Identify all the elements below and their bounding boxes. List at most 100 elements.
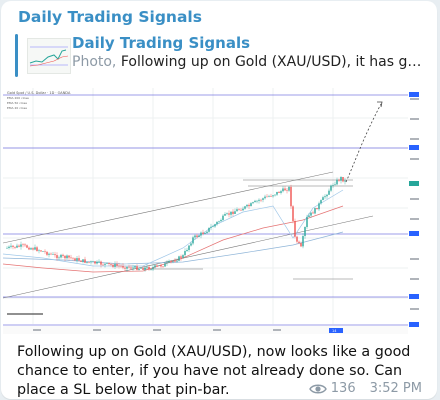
candle-body: [306, 216, 308, 227]
reply-accent-bar: [15, 34, 18, 77]
time-axis-marker: [329, 328, 343, 333]
candle-body: [144, 267, 146, 270]
candle-body: [8, 246, 10, 248]
candle-body: [148, 266, 150, 270]
candle-body: [330, 185, 332, 191]
candle-body: [344, 180, 346, 182]
candle-body: [250, 203, 252, 207]
candle-body: [120, 265, 122, 267]
candle-body: [230, 211, 232, 215]
candle-body: [170, 261, 172, 262]
candle-body: [328, 190, 330, 195]
candle-body: [182, 255, 184, 258]
candle-body: [238, 209, 240, 210]
candle-body: [162, 266, 164, 268]
reply-preview[interactable]: Daily Trading Signals Photo, Following u…: [15, 34, 427, 77]
candle-body: [88, 261, 90, 263]
candle-body: [48, 253, 50, 255]
candle-body: [246, 204, 248, 207]
candle-body: [56, 255, 58, 259]
candle-body: [160, 265, 162, 267]
candle-body: [166, 262, 168, 264]
candle-body: [72, 257, 74, 259]
candle-body: [6, 247, 8, 249]
projection-arrow: [345, 103, 382, 183]
reply-kind: Photo,: [72, 54, 121, 70]
candle-body: [288, 186, 290, 191]
candle-body: [28, 247, 30, 250]
candle-body: [82, 259, 84, 262]
candle-body: [316, 208, 318, 210]
candle-body: [66, 255, 68, 259]
candle-body: [304, 226, 306, 237]
ema-200-line: [3, 231, 344, 265]
candle-body: [192, 237, 194, 244]
candle-body: [224, 214, 226, 216]
chart-header-line2: EMA 200 close: [7, 96, 29, 100]
candle-body: [234, 211, 236, 214]
candle-body: [340, 176, 342, 181]
candle-body: [280, 191, 282, 193]
candle-body: [32, 248, 34, 250]
chart-image[interactable]: Gold Spot / U.S. Dollar · 1D · OANDA EMA…: [3, 88, 420, 334]
candle-body: [296, 236, 298, 242]
candle-body: [292, 206, 294, 221]
candle-body: [178, 256, 180, 261]
reply-thumbnail: [27, 38, 71, 74]
candlesticks: [6, 176, 346, 272]
candle-body: [264, 196, 266, 199]
view-count: 136: [330, 381, 356, 396]
candle-body: [74, 258, 76, 261]
candle-body: [40, 250, 42, 252]
candle-body: [92, 261, 94, 262]
candle-body: [294, 220, 296, 237]
message-text: Following up on Gold (XAU/USD), now look…: [17, 344, 411, 398]
price-tag-mid: [409, 231, 419, 236]
horizontal-levels: [3, 94, 408, 326]
candle-body: [44, 251, 46, 252]
ema-20-line: [3, 189, 344, 267]
candle-body: [276, 191, 278, 195]
candle-body: [302, 236, 304, 247]
sender-name[interactable]: Daily Trading Signals: [18, 8, 202, 26]
candle-body: [108, 262, 110, 264]
candle-body: [132, 267, 134, 269]
candle-body: [324, 196, 326, 198]
chart-header-line4: EMA 20 close: [7, 106, 27, 110]
candle-body: [312, 212, 314, 214]
candle-body: [326, 194, 328, 197]
candle-body: [194, 235, 196, 238]
candle-body: [46, 251, 48, 255]
candle-body: [116, 263, 118, 266]
candle-body: [42, 251, 44, 252]
candle-body: [84, 259, 86, 263]
candle-body: [30, 248, 32, 250]
candle-body: [232, 211, 234, 214]
candle-body: [112, 264, 114, 267]
candle-body: [242, 208, 244, 211]
candle-body: [94, 261, 96, 264]
candle-body: [180, 256, 182, 258]
candle-body: [128, 266, 130, 268]
candle-body: [226, 213, 228, 215]
candle-body: [146, 266, 148, 268]
candle-body: [54, 254, 56, 256]
candle-body: [118, 265, 120, 267]
candle-body: [164, 263, 166, 267]
candle-body: [320, 200, 322, 204]
trend-lines: [3, 171, 374, 299]
candle-body: [308, 215, 310, 217]
candle-body: [252, 202, 254, 204]
candle-body: [78, 258, 80, 261]
candle-body: [212, 226, 214, 228]
price-tag-low: [409, 294, 419, 299]
candle-body: [10, 245, 12, 247]
candle-body: [34, 247, 36, 250]
candle-body: [310, 212, 312, 216]
reply-snippet: Following up on Gold (XAU/USD), it has g…: [120, 54, 427, 70]
candle-body: [60, 254, 62, 258]
candle-body: [138, 268, 140, 270]
candle-body: [262, 198, 264, 200]
candle-body: [142, 268, 144, 270]
candle-body: [110, 263, 112, 265]
